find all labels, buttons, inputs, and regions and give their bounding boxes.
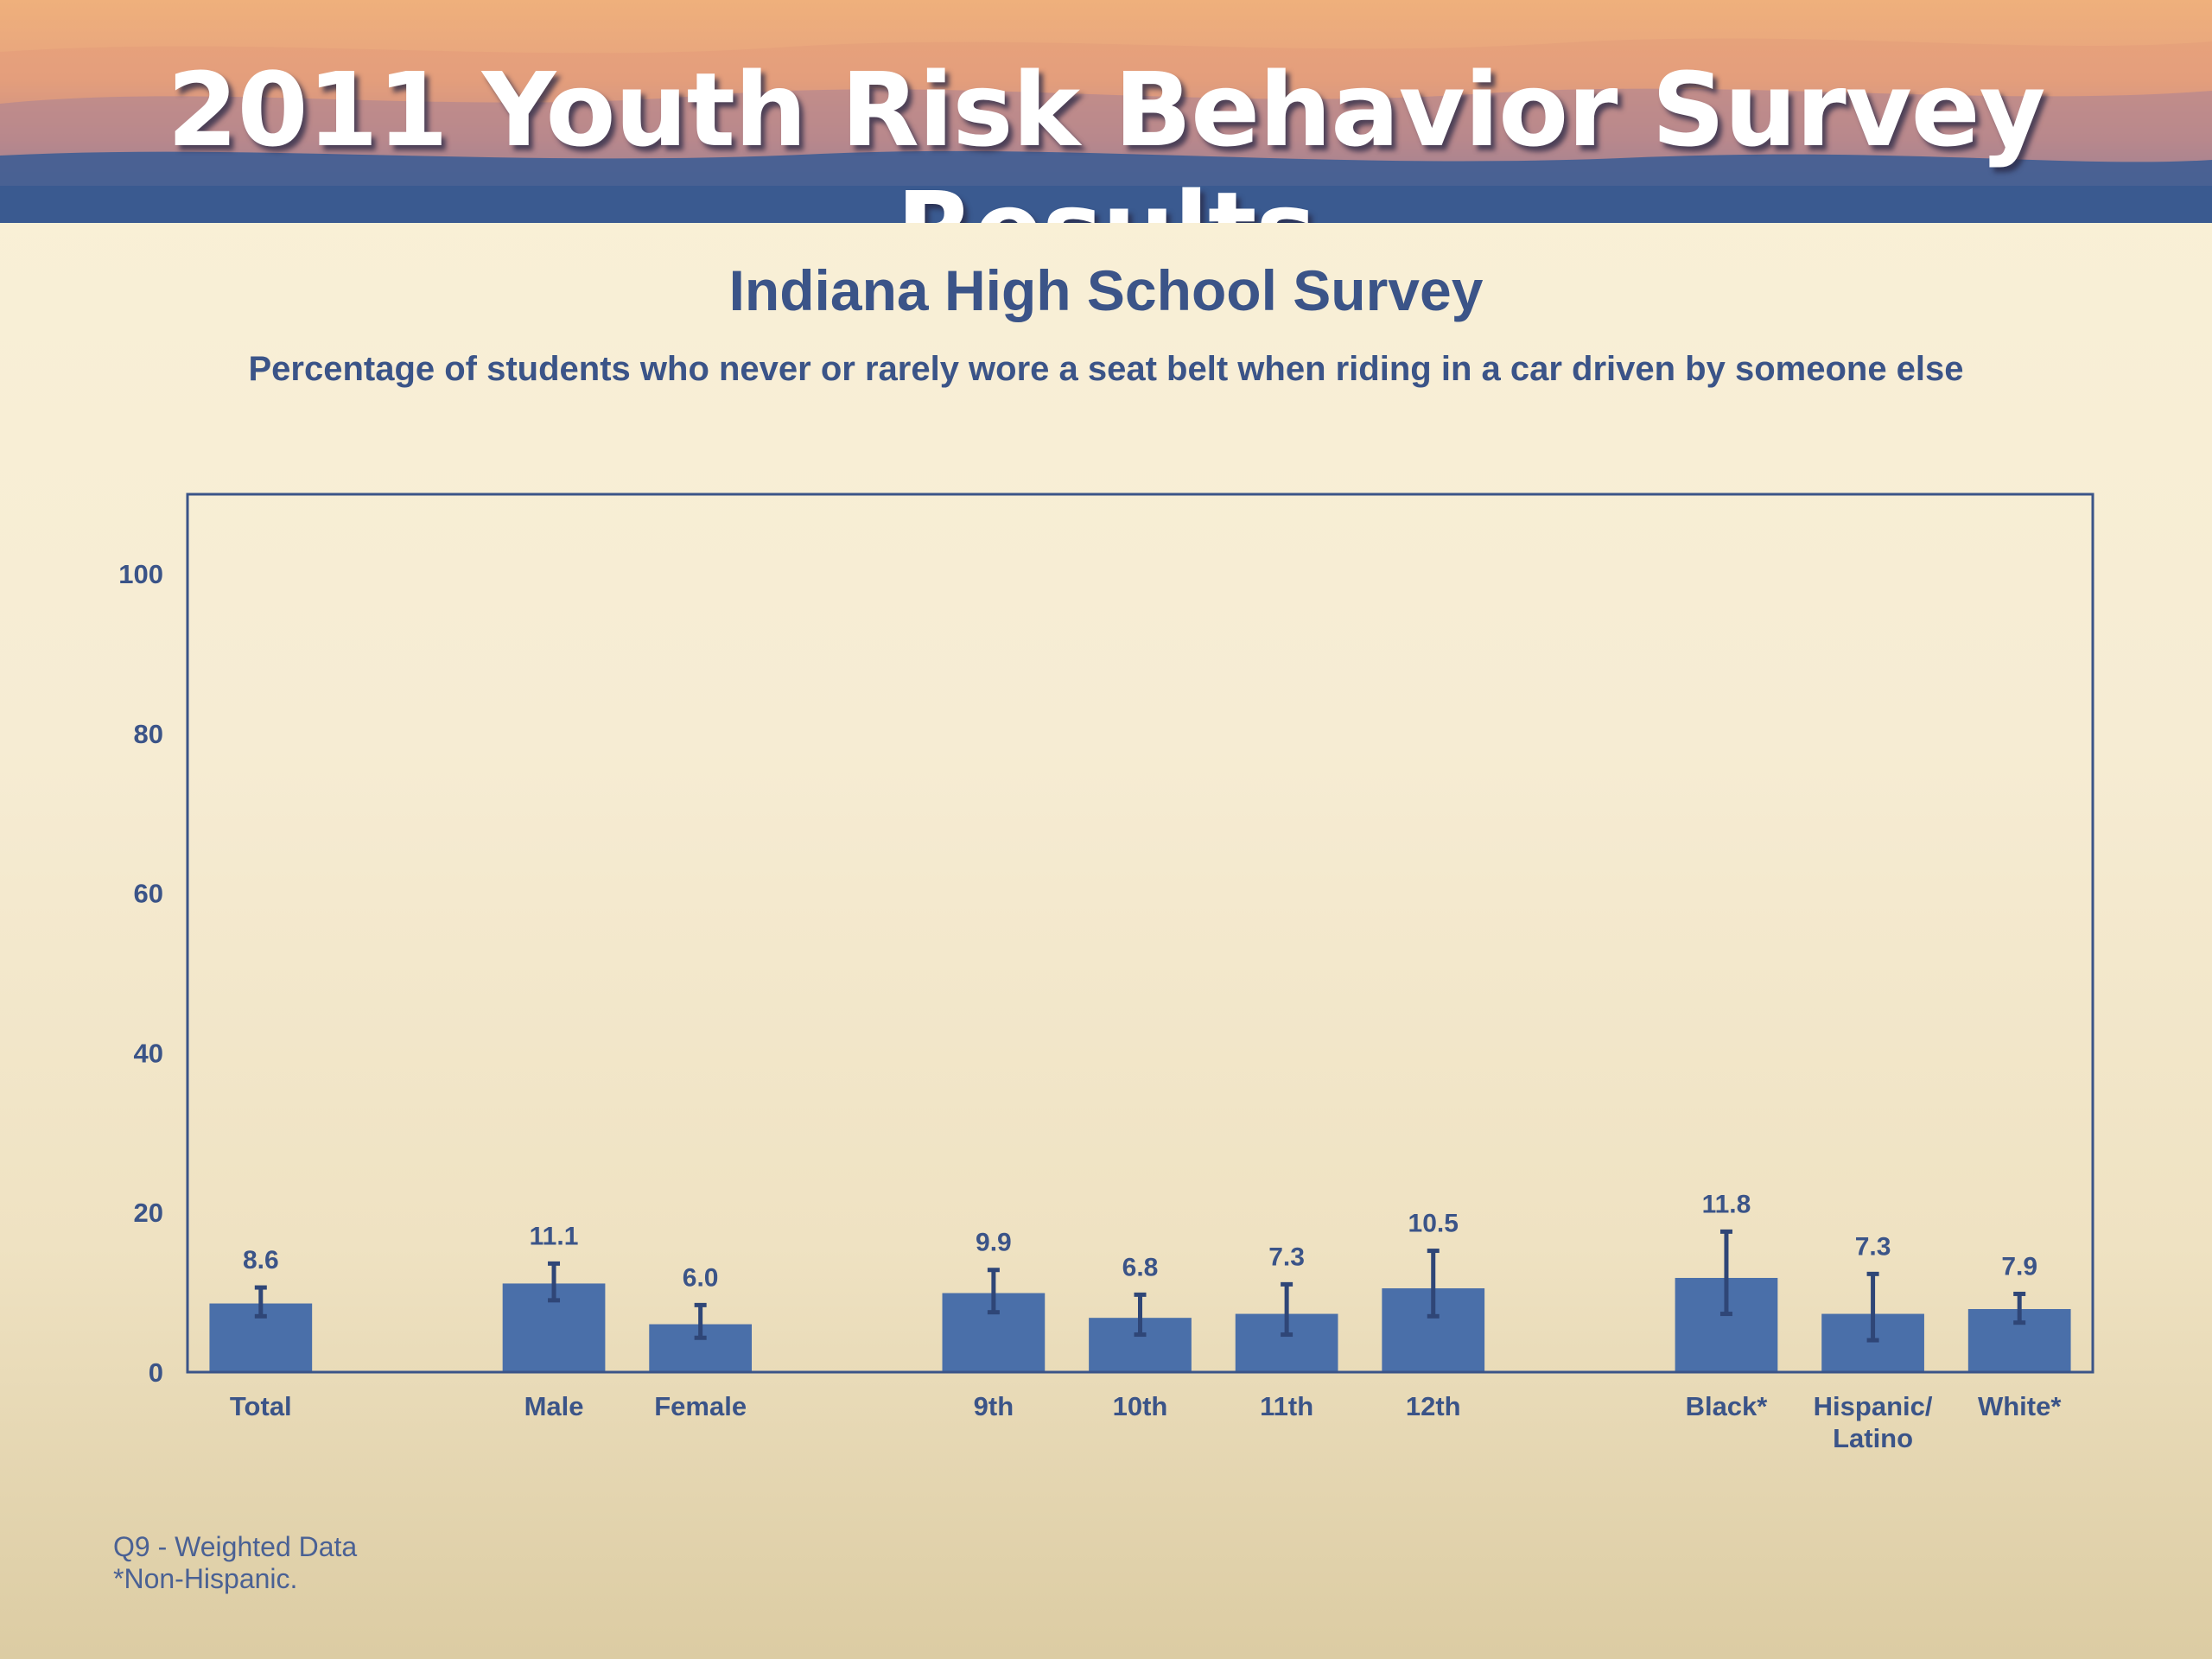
footnote-line-weighted-data: Q9 - Weighted Data [113, 1531, 358, 1562]
category-label: 11th [1260, 1391, 1313, 1421]
data-label: 7.9 [2001, 1252, 2037, 1281]
category-label: 9th [974, 1391, 1014, 1421]
category-label: Male [524, 1391, 584, 1421]
chart-subtitle: Percentage of students who never or rare… [248, 350, 1964, 388]
category-label-line: Female [654, 1391, 747, 1421]
category-label: 12th [1406, 1391, 1461, 1421]
category-label-line: Black* [1686, 1391, 1769, 1421]
category-label-line: Total [230, 1391, 292, 1421]
category-label-line: White* [1978, 1391, 2062, 1421]
category-label: Hispanic/Latino [1814, 1391, 1933, 1453]
y-tick-label: 20 [134, 1198, 163, 1228]
category-label-line: 12th [1406, 1391, 1461, 1421]
footnote-line-non-hispanic: *Non-Hispanic. [113, 1563, 298, 1594]
chart-title: Indiana High School Survey [728, 258, 1484, 322]
category-label: Total [230, 1391, 292, 1421]
category-label-line: Male [524, 1391, 584, 1421]
banner-title: 2011 Youth Risk Behavior Survey Results [167, 50, 2045, 223]
banner-hills-decoration [0, 38, 2212, 223]
error-bars-group [254, 1229, 2026, 1343]
data-label: 11.1 [530, 1222, 579, 1250]
data-label: 10.5 [1408, 1210, 1459, 1238]
data-label: 8.6 [243, 1246, 279, 1274]
data-label: 6.8 [1122, 1253, 1159, 1281]
y-tick-label: 60 [134, 879, 163, 909]
data-label: 11.8 [1702, 1190, 1751, 1218]
category-labels-group: Total Male Female 9th 10th 11th 12th Black* Hisp… [230, 1391, 2062, 1453]
category-label-line: Hispanic/ [1814, 1391, 1933, 1421]
data-labels-group: 8.6 11.1 6.0 9.9 6.8 7.3 10.5 11.8 7.3 7.9 [243, 1190, 2037, 1292]
data-label: 6.0 [683, 1263, 719, 1292]
footnote: Q9 - Weighted Data *Non-Hispanic. [113, 1531, 357, 1595]
category-label-line: 10th [1113, 1391, 1168, 1421]
y-tick-label: 40 [134, 1038, 163, 1068]
category-label: 10th [1113, 1391, 1168, 1421]
y-tick-label: 80 [134, 719, 163, 749]
category-label-line: 9th [974, 1391, 1014, 1421]
category-label: Female [654, 1391, 747, 1421]
data-label: 7.3 [1268, 1243, 1305, 1271]
data-label: 7.3 [1855, 1232, 1891, 1261]
header-banner: 2011 Youth Risk Behavior Survey Results [0, 0, 2212, 223]
y-tick-label: 100 [118, 559, 163, 589]
category-label: Black* [1686, 1391, 1769, 1421]
y-axis-ticks: 0 20 40 60 80 100 [118, 559, 163, 1388]
category-label-line: 11th [1260, 1391, 1313, 1421]
plot-area-frame [186, 493, 2094, 1374]
y-tick-label: 0 [149, 1357, 163, 1388]
category-label: White* [1978, 1391, 2062, 1421]
data-label: 9.9 [976, 1229, 1012, 1257]
category-label-line: Latino [1833, 1423, 1913, 1453]
